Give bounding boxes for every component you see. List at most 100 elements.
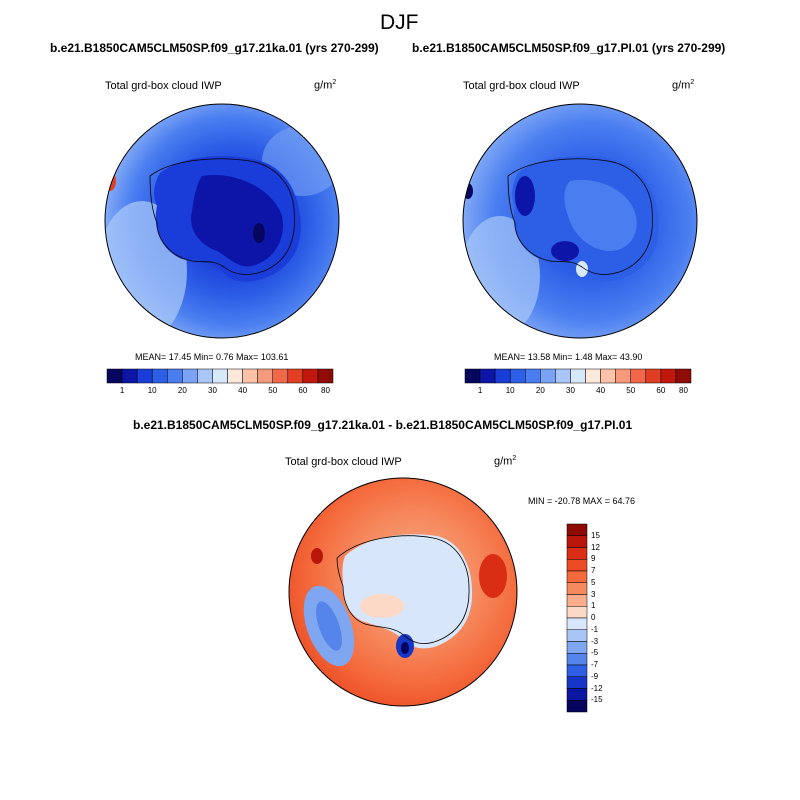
diff-colorbar-box [566,547,588,560]
panel2-colorbar-box [615,368,631,384]
diff-colorbar-tick-label: 0 [591,613,596,622]
panel1-colorbar-tick-label: 30 [208,386,217,395]
diff-colorbar-tick-label: 12 [591,542,600,552]
panel2-colorbar-tick-label: 60 [656,386,666,395]
diff-colorbar-box [566,653,588,666]
diff-minimum-spot-core [401,642,409,654]
panel1-coastline [149,158,295,275]
panel1-colorbar-tick-label: 80 [321,386,330,395]
diff-colorbar-labels: 15 12 9 7 5 3 1 0 -1 -3 -5 -7 -9 -12 -15 [591,524,621,712]
diff-colorbar-box [566,664,588,677]
diff-colorbar-tick-label: -5 [591,648,599,658]
panel2-colorbar-tick-label: 10 [505,386,515,395]
diff-colorbar-box [566,606,588,619]
panel2-units-text: g/m [672,79,691,92]
panel1-colorbar-tick-label: 1 [119,386,125,395]
diff-colorbar-tick-label: 15 [591,530,600,540]
diff-colorbar-box [566,676,588,689]
panel1-colorbar-tick-label: 20 [177,386,187,395]
diff-colorbar-box [566,641,588,654]
diff-colorbar-box [566,617,588,630]
panel2-interior-field [564,180,637,251]
panel2-units-exponent: 2 [690,79,695,86]
panel1-colorbar-box [136,368,153,384]
diff-maximum-spot [479,554,507,598]
panel1-colorbar-tick-label: 10 [147,386,157,395]
diff-colorbar-box [566,594,588,607]
panel2-colorbar-tick-label: 40 [596,386,606,395]
panel1-variable-label: Total grd-box cloud IWP [105,80,222,92]
diff-colorbar-tick-label: -12 [591,683,603,693]
panel2-colorbar-tick-label: 20 [535,386,545,395]
panel1-colorbar-box [106,368,123,384]
panel1-colorbar-box [317,368,334,384]
panel2-colorbar-box [555,368,571,384]
panel2-colorbar-box [464,368,481,384]
panel2-case-title: b.e21.B1850CAM5CLM50SP.f09_g17.PI.01 (yr… [412,41,726,55]
panel2-coastline [507,158,653,275]
panel1-units-text: g/m [314,79,333,92]
panel1-interior-field [191,175,283,267]
panel1-colorbar-box [182,368,198,384]
panel2-colorbar-box [494,368,511,384]
panel1-colorbar [106,368,334,384]
panel2-maximum-spot [463,183,473,199]
panel1-colorbar-box [227,368,243,384]
diff-light-patch [360,594,404,618]
panel2-units-label: g/m2 [672,79,694,92]
panel2-colorbar-box [570,368,586,384]
diff-colorbar-box [566,629,588,642]
diff-units-label: g/m2 [494,455,516,468]
diff-colorbar-box [566,582,588,595]
panel1-colorbar-box [302,368,319,384]
panel1-units-exponent: 2 [332,79,337,86]
diff-colorbar-box [566,535,588,548]
diff-colorbar [566,523,588,713]
diff-maximum-spot-2 [311,548,323,564]
panel1-colorbar-box [197,368,213,384]
panel2-coastal-minimum [515,176,535,216]
panel2-light-spot [576,261,588,277]
panel1-colorbar-box [121,368,138,384]
panel2-colorbar-labels: 1 10 20 30 40 50 60 80 [465,386,691,398]
panel2-colorbar-box [540,368,556,384]
panel2-colorbar-tick-label: 80 [679,386,688,395]
panel1-colorbar-box [151,368,168,384]
diff-colorbar-box [566,523,588,536]
panel1-colorbar-tick-label: 60 [298,386,308,395]
panel1-colorbar-box [272,368,289,384]
diff-colorbar-tick-label: 7 [591,566,596,575]
panel2-variable-label: Total grd-box cloud IWP [463,80,580,92]
diff-colorbar-box [566,570,588,583]
panel1-colorbar-labels: 1 10 20 30 40 50 60 80 [107,386,333,398]
panel2-map-border [462,103,698,339]
panel2-colorbar-tick-label: 30 [566,386,575,395]
diff-map-border [288,477,518,707]
panel2-colorbar [464,368,692,384]
panel1-case-title: b.e21.B1850CAM5CLM50SP.f09_g17.21ka.01 (… [50,41,379,55]
panel2-colorbar-box [660,368,677,384]
diff-colorbar-tick-label: 9 [591,554,596,564]
diff-negative-region-core [316,601,342,651]
panel1-stats: MEAN= 17.45 Min= 0.76 Max= 103.61 [135,352,289,362]
panel2-colorbar-box [645,368,662,384]
diff-units-text: g/m [494,455,513,468]
panel1-colorbar-box [287,368,304,384]
panel2-colorbar-tick-label: 1 [477,386,483,395]
diff-colorbar-tick-label: 5 [591,577,596,587]
figure-title: DJF [380,11,419,34]
diff-colorbar-tick-label: -15 [591,695,603,705]
panel1-map-border [104,103,340,339]
diff-colorbar-tick-label: -9 [591,671,599,681]
diff-coastline [336,535,470,644]
panel1-polar-map [104,103,340,339]
diff-variable-label: Total grd-box cloud IWP [285,456,402,468]
panel1-colorbar-tick-label: 50 [268,386,278,395]
diff-colorbar-box [566,559,588,572]
panel1-colorbar-box [257,368,273,384]
diff-colorbar-box [566,700,588,713]
panel2-colorbar-box [675,368,692,384]
panel2-stats: MEAN= 13.58 Min= 1.48 Max= 43.90 [494,352,643,362]
panel1-colorbar-tick-label: 40 [238,386,248,395]
diff-colorbar-tick-label: -1 [591,624,599,634]
